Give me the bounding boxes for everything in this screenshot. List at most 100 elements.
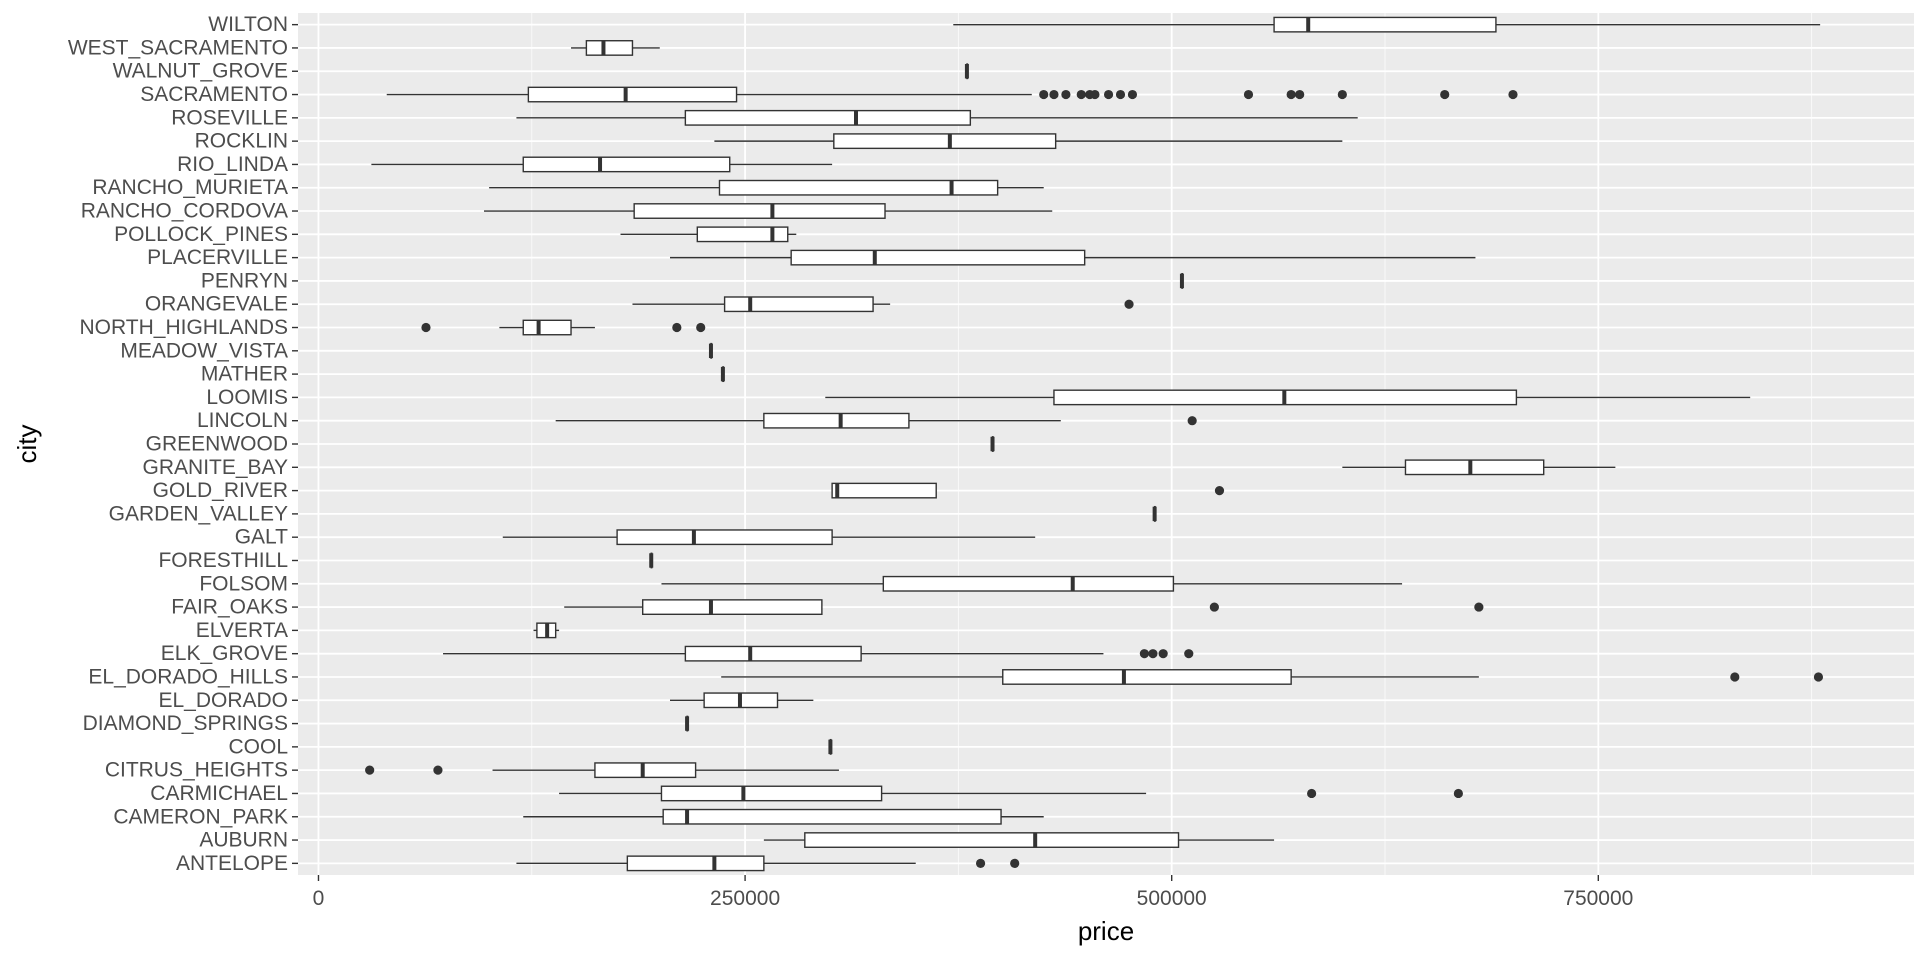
box-iqr — [594, 762, 697, 779]
outlier-point — [1474, 602, 1484, 612]
y-tick-label: ROSEVILLE — [171, 106, 288, 129]
y-tick-label: MEADOW_VISTA — [120, 339, 288, 362]
box-cameron-park — [523, 808, 1044, 825]
y-tick-label: RANCHO_MURIETA — [92, 176, 288, 199]
y-tick-label: WILTON — [208, 13, 288, 36]
y-tick-label: GRANITE_BAY — [143, 456, 288, 479]
y-tick-label: NORTH_HIGHLANDS — [80, 316, 288, 339]
outlier-point — [1061, 89, 1071, 100]
y-tick-label: GREENWOOD — [146, 433, 288, 456]
box-foresthill — [649, 552, 654, 569]
y-axis: ANTELOPEAUBURNCAMERON_PARKCARMICHAELCITR… — [68, 13, 298, 875]
outlier-point — [696, 322, 706, 333]
outlier-point — [1139, 649, 1149, 659]
box-roseville — [516, 109, 1358, 126]
box-gold-river — [831, 482, 1225, 499]
y-tick-label: SACRAMENTO — [140, 83, 288, 106]
box-el-dorado — [670, 692, 814, 709]
outlier-point — [1010, 858, 1020, 868]
outlier-point — [1124, 299, 1134, 309]
outlier-point — [672, 322, 682, 333]
box-iqr — [882, 575, 1175, 592]
outlier-point — [1148, 649, 1158, 659]
box-auburn — [763, 832, 1275, 848]
box-walnut-grove — [964, 63, 969, 80]
outlier-point — [1286, 89, 1296, 100]
y-tick-label: ROCKLIN — [195, 130, 288, 153]
box-fair-oaks — [564, 599, 1484, 616]
outlier-point — [1440, 89, 1450, 100]
outlier-point — [1076, 89, 1086, 100]
y-tick-label: FOLSOM — [199, 572, 288, 595]
outlier-point — [1243, 89, 1254, 100]
y-tick-label: CITRUS_HEIGHTS — [105, 759, 288, 782]
outlier-point — [1337, 89, 1347, 100]
outlier-point — [1039, 89, 1049, 100]
outlier-point — [1214, 485, 1225, 496]
box-loomis — [825, 389, 1751, 406]
y-tick-label: RIO_LINDA — [177, 153, 288, 176]
box-carmichael — [559, 785, 1463, 802]
x-tick-label: 250000 — [710, 887, 780, 910]
box-greenwood — [990, 436, 995, 452]
y-axis-title: city — [12, 425, 42, 464]
box-marks — [365, 16, 1824, 872]
box-iqr — [684, 645, 862, 662]
y-tick-label: LINCOLN — [197, 409, 288, 432]
y-tick-label: RANCHO_CORDOVA — [81, 200, 288, 223]
box-citrus-heights — [365, 762, 839, 779]
box-iqr — [522, 319, 572, 336]
box-iqr — [723, 296, 874, 313]
box-sacramento — [386, 86, 1518, 103]
box-iqr — [684, 109, 972, 126]
box-iqr — [662, 808, 1002, 825]
x-axis: 0 250000 500000 750000 — [313, 875, 1633, 910]
outlier-point — [1127, 89, 1138, 100]
box-mather — [720, 366, 725, 383]
box-elk-grove — [443, 645, 1194, 662]
box-iqr — [790, 249, 1086, 266]
box-iqr — [522, 156, 731, 173]
y-tick-label: CARMICHAEL — [150, 782, 288, 805]
box-iqr — [833, 133, 1057, 150]
x-tick-label: 500000 — [1137, 887, 1207, 910]
box-iqr — [763, 412, 910, 429]
box-iqr — [696, 226, 789, 243]
outlier-point — [1090, 89, 1100, 100]
box-iqr — [1002, 669, 1292, 685]
y-tick-label: POLLOCK_PINES — [114, 223, 288, 246]
outlier-point — [1187, 416, 1197, 426]
box-iqr — [718, 179, 999, 196]
box-orangevale — [632, 296, 1134, 313]
y-tick-label: DIAMOND_SPRINGS — [83, 712, 288, 735]
outlier-point — [433, 765, 443, 775]
y-tick-label: WEST_SACRAMENTO — [68, 36, 288, 59]
outlier-point — [1295, 89, 1305, 100]
box-elverta — [533, 622, 560, 639]
box-iqr — [831, 482, 937, 499]
box-iqr — [642, 599, 823, 616]
box-iqr — [527, 86, 738, 103]
y-tick-label: FAIR_OAKS — [171, 596, 288, 619]
outlier-point — [1813, 672, 1824, 682]
box-galt — [502, 529, 1036, 546]
box-placerville — [670, 249, 1476, 266]
box-folsom — [661, 575, 1403, 592]
box-rancho-murieta — [489, 179, 1044, 196]
box-iqr — [585, 40, 634, 56]
box-antelope — [516, 855, 1020, 872]
y-tick-label: MATHER — [201, 363, 288, 386]
box-penryn — [1179, 272, 1184, 289]
box-iqr — [804, 832, 1180, 848]
box-north-highlands — [421, 319, 706, 336]
y-tick-label: GOLD_RIVER — [153, 479, 288, 502]
outlier-point — [1209, 602, 1219, 612]
box-meadow-vista — [708, 342, 713, 359]
outlier-point — [1184, 649, 1194, 659]
box-iqr — [616, 529, 833, 546]
outlier-point — [1115, 89, 1126, 100]
y-tick-label: GALT — [235, 526, 288, 549]
box-lincoln — [555, 412, 1197, 429]
